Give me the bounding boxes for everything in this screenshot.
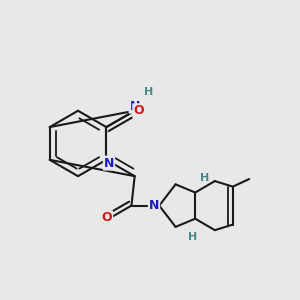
Text: H: H xyxy=(200,173,209,183)
Text: O: O xyxy=(102,212,112,224)
Text: N: N xyxy=(104,157,114,169)
Text: O: O xyxy=(133,104,144,117)
Text: H: H xyxy=(145,87,154,98)
Text: H: H xyxy=(188,232,197,242)
Text: N: N xyxy=(130,100,140,113)
Text: N: N xyxy=(149,199,159,212)
